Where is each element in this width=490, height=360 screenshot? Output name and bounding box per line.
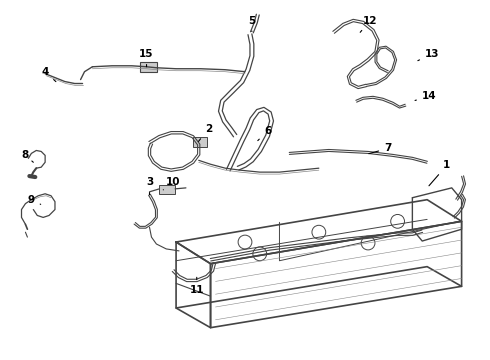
Text: 5: 5 (248, 15, 255, 32)
Text: 15: 15 (139, 49, 154, 67)
Bar (159, 185, 175, 194)
Text: 12: 12 (360, 15, 377, 32)
Text: 10: 10 (163, 177, 180, 190)
Text: 7: 7 (369, 144, 392, 154)
Text: 3: 3 (146, 177, 153, 195)
Text: 1: 1 (429, 160, 450, 186)
Text: 6: 6 (258, 126, 271, 141)
Text: 9: 9 (28, 195, 41, 205)
Bar (193, 137, 207, 147)
Text: 11: 11 (190, 277, 204, 295)
Text: 8: 8 (22, 150, 33, 162)
Text: 4: 4 (42, 67, 56, 82)
Text: 13: 13 (418, 49, 440, 61)
Text: 14: 14 (415, 91, 437, 101)
Text: 2: 2 (198, 124, 212, 141)
Bar (140, 62, 157, 72)
